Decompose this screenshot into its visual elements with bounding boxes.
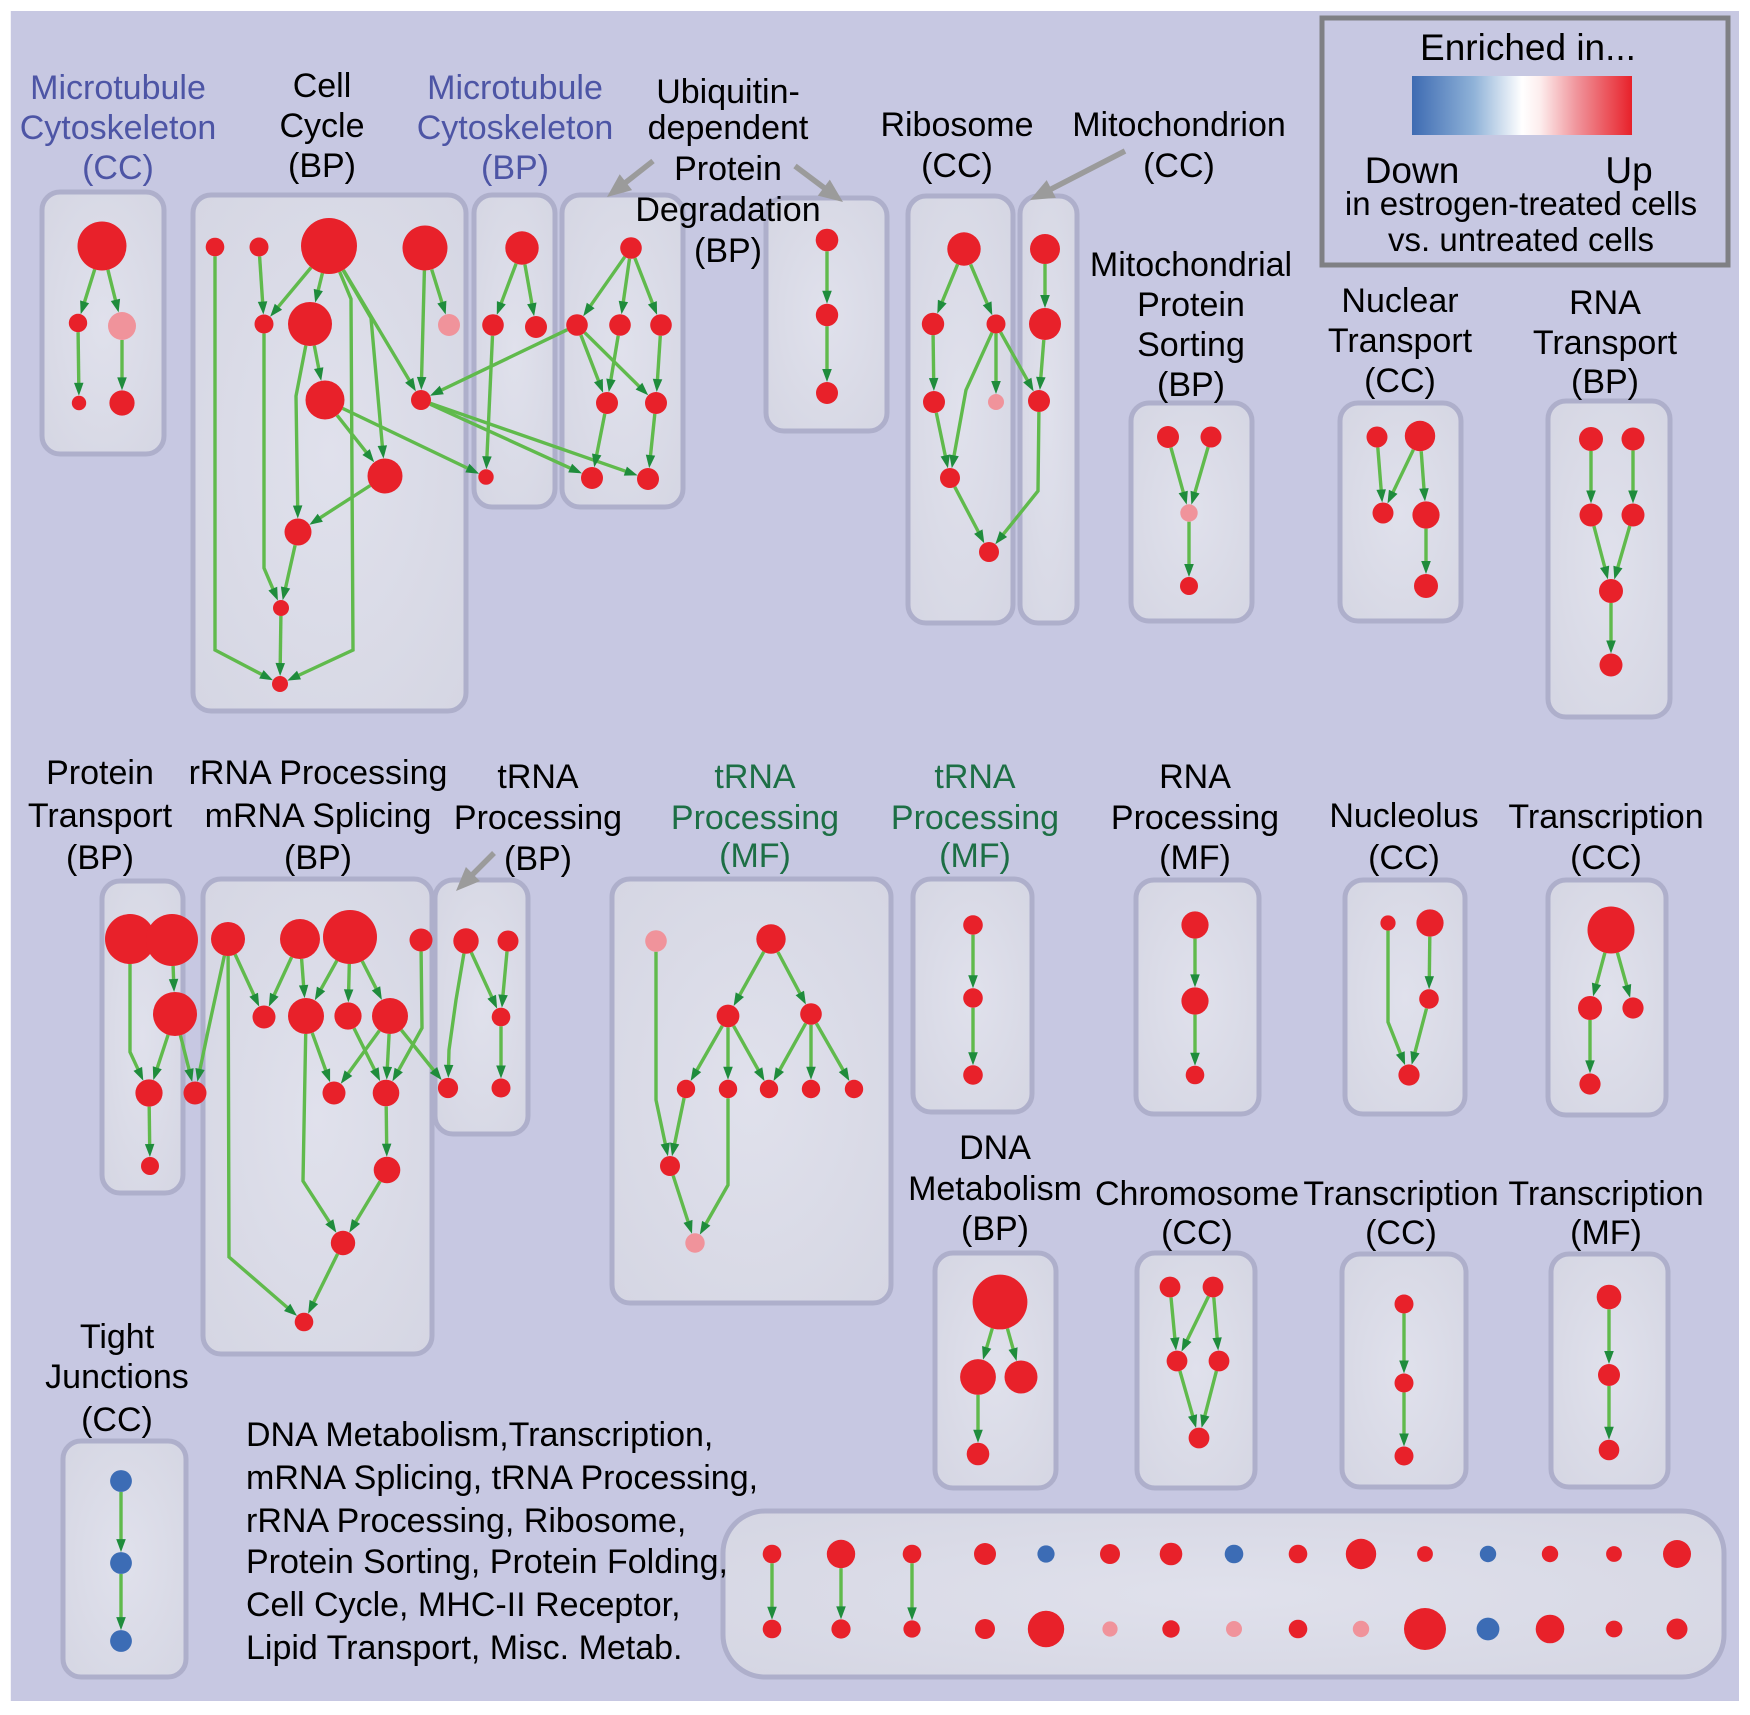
svg-text:Transport: Transport (1533, 324, 1678, 362)
svg-text:(MF): (MF) (1570, 1214, 1642, 1252)
svg-text:Microtubule: Microtubule (30, 69, 206, 107)
svg-text:Transport: Transport (28, 797, 173, 835)
svg-text:Ribosome: Ribosome (880, 106, 1033, 144)
svg-text:Mitochondrion: Mitochondrion (1072, 106, 1286, 144)
svg-text:Processing: Processing (671, 799, 839, 837)
svg-text:Sorting: Sorting (1137, 326, 1245, 364)
svg-text:RNA: RNA (1569, 284, 1641, 322)
svg-text:RNA: RNA (1159, 758, 1231, 796)
svg-text:Transcription: Transcription (1303, 1175, 1498, 1213)
svg-text:(CC): (CC) (921, 147, 993, 185)
svg-text:(CC): (CC) (1364, 362, 1436, 400)
svg-text:(BP): (BP) (284, 839, 352, 877)
svg-text:Cycle: Cycle (279, 107, 364, 145)
svg-text:DNA: DNA (959, 1129, 1031, 1167)
svg-text:Cytoskeleton: Cytoskeleton (20, 109, 217, 147)
svg-text:vs. untreated cells: vs. untreated cells (1388, 221, 1654, 258)
svg-text:mRNA Splicing: mRNA Splicing (205, 797, 432, 835)
svg-text:(MF): (MF) (1159, 839, 1231, 877)
svg-text:(CC): (CC) (1570, 839, 1642, 877)
svg-text:in estrogen-treated cells: in estrogen-treated cells (1345, 185, 1697, 222)
svg-text:(MF): (MF) (939, 837, 1011, 875)
svg-text:tRNA: tRNA (497, 758, 579, 796)
svg-text:DNA Metabolism,Transcription,: DNA Metabolism,Transcription, (246, 1416, 713, 1454)
svg-text:Down: Down (1365, 150, 1460, 191)
svg-text:Metabolism: Metabolism (908, 1170, 1082, 1208)
svg-text:Processing: Processing (891, 799, 1059, 837)
svg-text:Nucleolus: Nucleolus (1329, 797, 1478, 835)
svg-text:Cell Cycle, MHC-II Receptor,: Cell Cycle, MHC-II Receptor, (246, 1586, 681, 1624)
svg-text:Protein: Protein (1137, 286, 1245, 324)
svg-text:(CC): (CC) (1143, 147, 1215, 185)
svg-text:(BP): (BP) (481, 149, 549, 187)
svg-text:Chromosome: Chromosome (1095, 1175, 1299, 1213)
svg-text:tRNA: tRNA (934, 758, 1016, 796)
svg-text:Processing: Processing (454, 799, 622, 837)
svg-text:Protein: Protein (46, 754, 154, 792)
svg-text:Degradation: Degradation (635, 191, 820, 229)
svg-text:(BP): (BP) (1157, 366, 1225, 404)
svg-text:Cytoskeleton: Cytoskeleton (417, 109, 614, 147)
svg-text:Transcription: Transcription (1508, 798, 1703, 836)
svg-text:Protein: Protein (674, 150, 782, 188)
svg-text:Enriched in...: Enriched in... (1420, 27, 1636, 68)
svg-text:Lipid Transport, Misc. Metab.: Lipid Transport, Misc. Metab. (246, 1629, 683, 1667)
svg-text:mRNA Splicing, tRNA Processing: mRNA Splicing, tRNA Processing, (246, 1459, 758, 1497)
svg-text:dependent: dependent (648, 109, 809, 147)
svg-text:(BP): (BP) (504, 840, 572, 878)
svg-text:Transport: Transport (1328, 322, 1473, 360)
svg-text:rRNA Processing: rRNA Processing (189, 754, 448, 792)
svg-text:(CC): (CC) (81, 1401, 153, 1439)
svg-text:Tight: Tight (80, 1318, 155, 1356)
svg-text:(BP): (BP) (66, 839, 134, 877)
svg-text:Transcription: Transcription (1508, 1175, 1703, 1213)
svg-text:rRNA Processing, Ribosome,: rRNA Processing, Ribosome, (246, 1502, 686, 1540)
svg-text:Cell: Cell (293, 67, 352, 105)
svg-text:Ubiquitin-: Ubiquitin- (656, 73, 800, 111)
svg-text:(BP): (BP) (1571, 363, 1639, 401)
svg-text:(CC): (CC) (1365, 1214, 1437, 1252)
svg-text:Nuclear: Nuclear (1341, 282, 1458, 320)
svg-text:(BP): (BP) (961, 1210, 1029, 1248)
svg-text:Microtubule: Microtubule (427, 69, 603, 107)
svg-text:Up: Up (1605, 150, 1652, 191)
svg-text:(CC): (CC) (82, 149, 154, 187)
svg-text:Mitochondrial: Mitochondrial (1090, 246, 1292, 284)
svg-text:tRNA: tRNA (714, 758, 796, 796)
svg-text:(CC): (CC) (1161, 1214, 1233, 1252)
svg-text:(CC): (CC) (1368, 839, 1440, 877)
svg-text:Junctions: Junctions (45, 1358, 189, 1396)
svg-text:Protein Sorting, Protein Foldi: Protein Sorting, Protein Folding, (246, 1543, 728, 1581)
svg-text:(BP): (BP) (694, 232, 762, 270)
svg-text:Processing: Processing (1111, 799, 1279, 837)
svg-text:(MF): (MF) (719, 837, 791, 875)
svg-text:(BP): (BP) (288, 147, 356, 185)
